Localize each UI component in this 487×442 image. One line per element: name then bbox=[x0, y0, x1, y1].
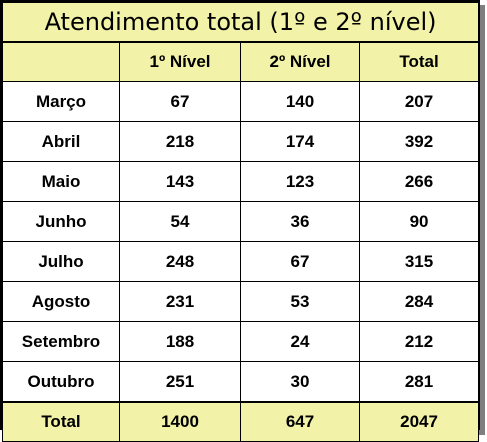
level1-cell: 231 bbox=[119, 281, 241, 322]
totals-level2-cell: 647 bbox=[240, 401, 360, 442]
level2-cell: 67 bbox=[240, 241, 360, 282]
month-cell: Agosto bbox=[2, 281, 120, 322]
total-cell: 392 bbox=[358, 121, 480, 162]
header-row: 1º Nível 2º Nível Total bbox=[2, 41, 480, 82]
table-row: Maio 143 123 266 bbox=[2, 161, 480, 202]
total-cell: 90 bbox=[358, 201, 480, 242]
table-row: Junho 54 36 90 bbox=[2, 201, 480, 242]
total-cell: 281 bbox=[358, 361, 480, 403]
month-cell: Março bbox=[2, 81, 120, 122]
attendance-table: Atendimento total (1º e 2º nível) 1º Nív… bbox=[1, 2, 480, 442]
level2-cell: 140 bbox=[240, 81, 360, 122]
total-cell: 207 bbox=[358, 81, 480, 122]
table-row: Março 67 140 207 bbox=[2, 81, 480, 122]
header-cell-level2: 2º Nível bbox=[240, 41, 360, 82]
month-cell: Outubro bbox=[2, 361, 120, 403]
totals-label: Total bbox=[2, 401, 120, 442]
totals-total-cell: 2047 bbox=[358, 401, 480, 442]
total-cell: 284 bbox=[358, 281, 480, 322]
level2-cell: 174 bbox=[240, 121, 360, 162]
table-row: Agosto 231 53 284 bbox=[2, 281, 480, 322]
table-row: Julho 248 67 315 bbox=[2, 241, 480, 282]
table-row: Outubro 251 30 281 bbox=[2, 361, 480, 403]
table-row: Setembro 188 24 212 bbox=[2, 321, 480, 362]
level2-cell: 123 bbox=[240, 161, 360, 202]
level2-cell: 24 bbox=[240, 321, 360, 362]
header-cell-total: Total bbox=[358, 41, 480, 82]
total-cell: 212 bbox=[358, 321, 480, 362]
month-cell: Abril bbox=[2, 121, 120, 162]
title-row: Atendimento total (1º e 2º nível) bbox=[1, 2, 480, 43]
header-cell-level1: 1º Nível bbox=[119, 41, 241, 82]
level2-cell: 36 bbox=[240, 201, 360, 242]
header-cell-month bbox=[2, 41, 120, 82]
level1-cell: 143 bbox=[119, 161, 241, 202]
level1-cell: 248 bbox=[119, 241, 241, 282]
month-cell: Setembro bbox=[2, 321, 120, 362]
month-cell: Junho bbox=[2, 201, 120, 242]
month-cell: Julho bbox=[2, 241, 120, 282]
level2-cell: 53 bbox=[240, 281, 360, 322]
month-cell: Maio bbox=[2, 161, 120, 202]
level1-cell: 67 bbox=[119, 81, 241, 122]
table-title: Atendimento total (1º e 2º nível) bbox=[1, 2, 480, 43]
totals-level1-cell: 1400 bbox=[119, 401, 241, 442]
table-row: Abril 218 174 392 bbox=[2, 121, 480, 162]
level1-cell: 188 bbox=[119, 321, 241, 362]
level1-cell: 218 bbox=[119, 121, 241, 162]
level1-cell: 251 bbox=[119, 361, 241, 403]
level1-cell: 54 bbox=[119, 201, 241, 242]
total-cell: 315 bbox=[358, 241, 480, 282]
totals-row: Total 1400 647 2047 bbox=[2, 401, 480, 442]
level2-cell: 30 bbox=[240, 361, 360, 403]
total-cell: 266 bbox=[358, 161, 480, 202]
